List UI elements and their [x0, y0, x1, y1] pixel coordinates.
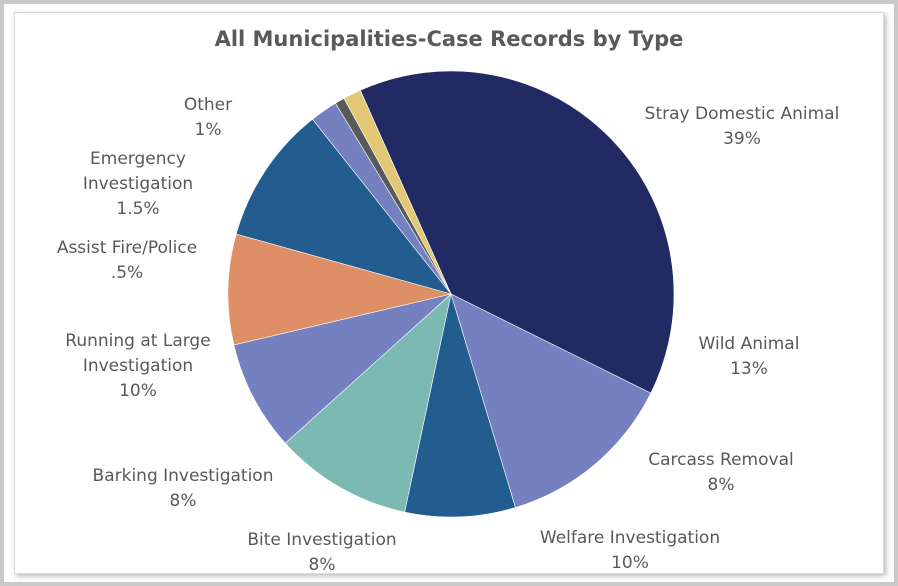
- data-label-category: Barking Investigation: [93, 466, 274, 486]
- data-label-value: 1%: [195, 120, 222, 140]
- pie-slice-carcass-removal: [404, 293, 516, 518]
- chart-title: All Municipalities-Case Records by Type: [214, 27, 684, 51]
- data-label-category: Wild Animal: [699, 334, 800, 354]
- pie-slice-stray-domestic-animal: [359, 70, 675, 394]
- data-label-value: 1.5%: [116, 199, 159, 219]
- data-label-value: 39%: [723, 129, 761, 149]
- pie-slice-other: [343, 89, 452, 295]
- pie-slice-welfare-investigation: [284, 293, 452, 513]
- data-label-category: Carcass Removal: [648, 450, 793, 470]
- data-label-category: Running at Large: [65, 331, 210, 351]
- pie-slice-bite-investigation: [233, 293, 452, 444]
- data-label-category: Assist Fire/Police: [57, 238, 197, 258]
- data-label-category: Emergency: [90, 149, 186, 169]
- data-label-category: Welfare Investigation: [540, 528, 720, 548]
- pie-slice-barking-investigation: [227, 233, 452, 346]
- data-label-value: 8%: [708, 475, 735, 495]
- pie-slice-running-at-large-investigation: [235, 118, 452, 295]
- data-label-value: 13%: [730, 359, 768, 379]
- pie-labels: Stray Domestic Animal 39% Wild Animal 13% Ca…: [57, 95, 840, 575]
- pie-slice-wild-animal: [450, 293, 652, 508]
- data-label-category: Investigation: [83, 356, 193, 376]
- data-label-category: Investigation: [83, 174, 193, 194]
- data-label-value: 10%: [611, 553, 649, 573]
- data-label-value: .5%: [111, 263, 143, 283]
- data-label-value: 8%: [309, 555, 336, 575]
- data-label-category: Stray Domestic Animal: [645, 104, 840, 124]
- data-label-category: Bite Investigation: [247, 530, 396, 550]
- data-label-value: 8%: [170, 491, 197, 511]
- data-label-category: Other: [184, 95, 232, 115]
- pie-slices: [227, 70, 675, 518]
- data-label-value: 10%: [119, 381, 157, 401]
